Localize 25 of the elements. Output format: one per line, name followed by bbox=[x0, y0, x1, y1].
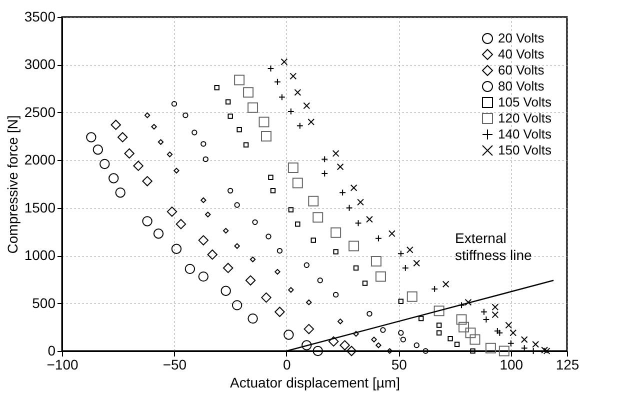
annotation: External stiffness line bbox=[455, 230, 532, 263]
y-tick-label: 1000 bbox=[24, 247, 56, 264]
y-tick-label: 2500 bbox=[24, 104, 56, 120]
legend-label: 150 Volts bbox=[498, 142, 552, 158]
x-tick-label: 100 bbox=[500, 356, 524, 372]
legend-label: 80 Volts bbox=[498, 78, 545, 94]
y-tick-label: 0 bbox=[48, 342, 56, 358]
legend-label: 40 Volts bbox=[498, 46, 545, 62]
legend-label: 20 Volts bbox=[498, 30, 545, 46]
y-tick-label: 3000 bbox=[24, 56, 56, 72]
y-axis-title: Compressive force [N] bbox=[4, 115, 20, 254]
x-tick-label: 0 bbox=[283, 356, 292, 372]
x-tick-label: 125 bbox=[556, 356, 580, 372]
y-tick-label: 2000 bbox=[24, 152, 56, 168]
legend-label: 140 Volts bbox=[498, 126, 552, 142]
legend-label: 60 Volts bbox=[498, 62, 545, 78]
legend-label: 120 Volts bbox=[498, 110, 552, 126]
x-tick-label: 50 bbox=[391, 356, 408, 372]
legend-label: 105 Volts bbox=[498, 94, 552, 110]
y-tick-label: 500 bbox=[32, 294, 56, 311]
x-axis-title: Actuator displacement [µm] bbox=[230, 374, 400, 390]
x-tick-label: −50 bbox=[162, 356, 187, 372]
x-tick-label: −100 bbox=[46, 356, 78, 372]
y-tick-label: 3500 bbox=[24, 8, 56, 24]
y-tick-label: 1500 bbox=[24, 199, 56, 216]
